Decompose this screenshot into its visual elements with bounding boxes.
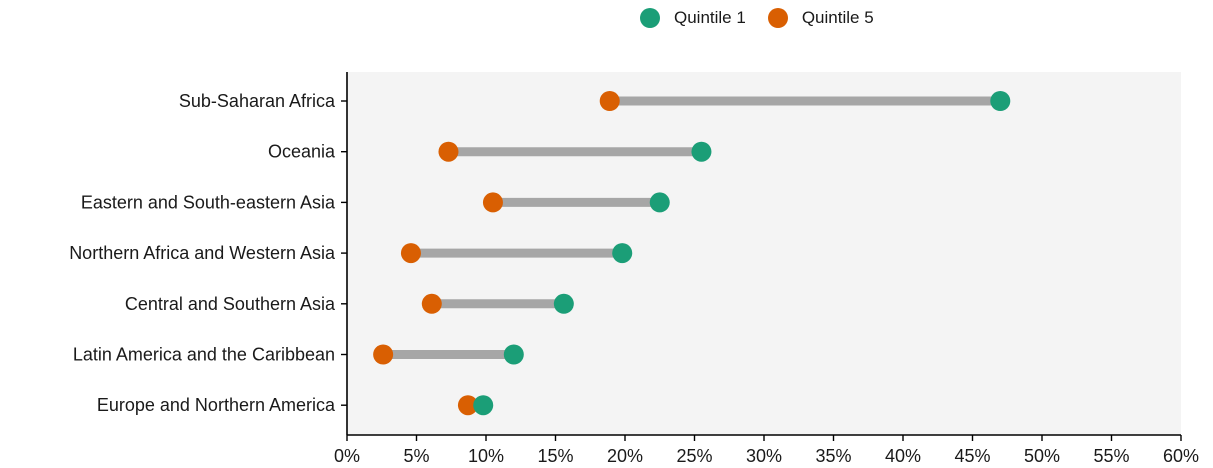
legend-label-quintile-1: Quintile 1 (674, 8, 746, 27)
x-tick-label: 45% (954, 446, 990, 466)
x-tick-label: 10% (468, 446, 504, 466)
point-quintile-1 (649, 192, 670, 213)
y-tick-label: Sub-Saharan Africa (179, 91, 336, 111)
legend-item-quintile-1: Quintile 1 (640, 8, 746, 28)
x-tick-label: 35% (815, 446, 851, 466)
point-quintile-5 (457, 395, 478, 416)
point-quintile-1 (473, 395, 494, 416)
point-quintile-1 (503, 344, 524, 365)
point-quintile-1 (990, 91, 1011, 111)
legend-label-quintile-5: Quintile 5 (801, 8, 874, 27)
point-quintile-5 (438, 141, 459, 162)
x-tick-label: 40% (885, 446, 921, 466)
legend-swatch-quintile-5 (767, 8, 788, 28)
y-tick-label: Latin America and the Caribbean (73, 345, 335, 365)
point-quintile-1 (612, 243, 633, 264)
x-tick-label: 20% (607, 446, 643, 466)
legend-swatch-quintile-1 (640, 8, 660, 28)
point-quintile-5 (373, 344, 394, 365)
point-quintile-5 (421, 293, 442, 314)
x-tick-label: 0% (334, 446, 360, 466)
x-tick-label: 60% (1163, 446, 1199, 466)
x-tick-label: 50% (1024, 446, 1060, 466)
legend: Quintile 1 Quintile 5 (640, 6, 896, 30)
x-tick-label: 15% (537, 446, 573, 466)
point-quintile-1 (691, 141, 712, 162)
y-tick-label: Oceania (268, 142, 336, 162)
legend-item-quintile-5: Quintile 5 (767, 8, 874, 28)
y-tick-label: Eastern and South-eastern Asia (81, 192, 336, 212)
point-quintile-1 (553, 293, 574, 314)
x-tick-label: 30% (746, 446, 782, 466)
x-tick-label: 5% (403, 446, 429, 466)
point-quintile-5 (599, 91, 620, 111)
x-tick-label: 55% (1093, 446, 1129, 466)
y-tick-label: Northern Africa and Western Asia (69, 243, 336, 263)
y-tick-label: Europe and Northern America (97, 395, 336, 415)
point-quintile-5 (400, 243, 421, 264)
point-quintile-5 (482, 192, 503, 213)
y-tick-label: Central and Southern Asia (125, 294, 336, 314)
x-tick-label: 25% (676, 446, 712, 466)
